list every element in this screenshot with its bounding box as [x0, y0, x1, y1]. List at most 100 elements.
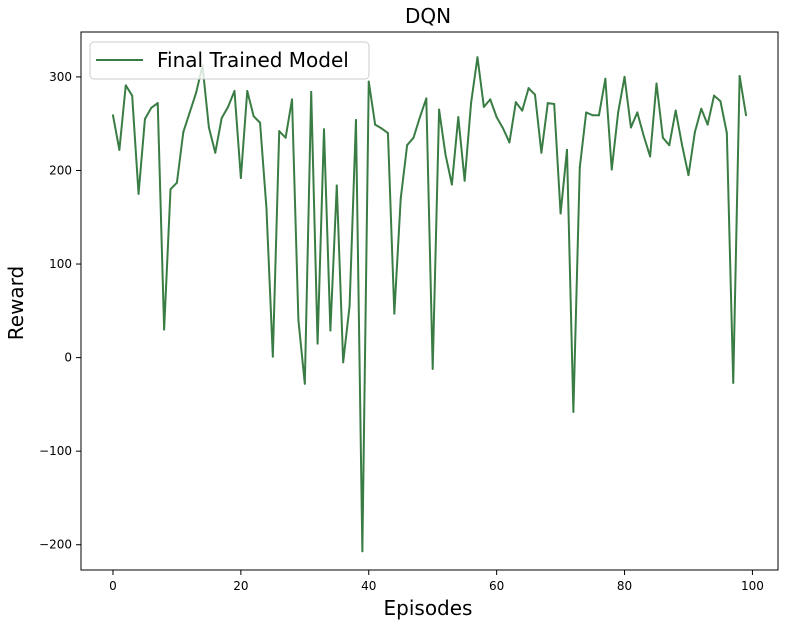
chart-title: DQN: [405, 4, 451, 28]
data-point: [674, 109, 677, 112]
data-point: [457, 116, 460, 119]
data-point: [559, 212, 562, 215]
data-point: [495, 116, 498, 119]
data-point: [636, 111, 639, 114]
data-point: [399, 197, 402, 200]
series-line-0: [111, 56, 748, 553]
data-point: [143, 118, 146, 121]
data-point: [297, 319, 300, 322]
data-point: [111, 114, 114, 117]
data-point: [118, 148, 121, 151]
data-point: [188, 111, 191, 114]
data-point: [745, 114, 748, 117]
data-point: [732, 381, 735, 384]
data-point: [578, 166, 581, 169]
x-tick-label: 0: [109, 579, 117, 593]
y-tick-label: −100: [39, 444, 72, 458]
x-tick-label: 60: [489, 579, 504, 593]
data-point: [431, 367, 434, 370]
x-tick-label: 40: [361, 579, 376, 593]
data-point: [655, 82, 658, 85]
data-point: [706, 123, 709, 126]
data-point: [252, 115, 255, 118]
data-point: [131, 94, 134, 97]
data-point: [438, 108, 441, 111]
data-point: [246, 89, 249, 92]
data-point: [348, 305, 351, 308]
data-point: [361, 550, 364, 553]
data-point: [476, 56, 479, 59]
data-point: [713, 94, 716, 97]
data-point: [316, 342, 319, 345]
data-point: [700, 107, 703, 110]
data-point: [329, 329, 332, 332]
data-point: [322, 128, 325, 131]
data-point: [591, 114, 594, 117]
data-point: [450, 183, 453, 186]
data-point: [470, 102, 473, 105]
data-point: [565, 148, 568, 151]
data-point: [265, 206, 268, 209]
data-point: [719, 100, 722, 103]
data-point: [604, 77, 607, 80]
data-point: [367, 80, 370, 83]
x-tick-label: 100: [741, 579, 764, 593]
data-point: [617, 111, 620, 114]
data-point: [195, 91, 198, 94]
data-point: [553, 103, 556, 106]
data-point: [418, 116, 421, 119]
y-tick-label: 100: [49, 257, 72, 271]
data-point: [163, 328, 166, 331]
data-point: [527, 87, 530, 90]
data-point: [502, 127, 505, 130]
data-point: [489, 98, 492, 101]
y-tick-label: −200: [39, 538, 72, 552]
data-point: [303, 382, 306, 385]
data-point: [278, 130, 281, 133]
data-point: [514, 101, 517, 104]
data-point: [508, 141, 511, 144]
axes: 0 20 40 60 80 100 −200 −100 0 100 200 300: [39, 31, 779, 593]
data-point: [668, 144, 671, 147]
data-point: [393, 312, 396, 315]
data-point: [259, 121, 262, 124]
axes-frame: [80, 31, 779, 571]
data-point: [534, 93, 537, 96]
data-point: [124, 84, 127, 87]
data-point: [585, 111, 588, 114]
data-point: [725, 132, 728, 135]
data-point: [169, 188, 172, 191]
data-point: [406, 144, 409, 147]
data-point: [227, 105, 230, 108]
data-point: [220, 117, 223, 120]
data-point: [374, 123, 377, 126]
y-tick-label: 0: [64, 351, 72, 365]
data-point: [629, 126, 632, 129]
data-point: [623, 75, 626, 78]
data-point: [386, 132, 389, 135]
data-point: [681, 144, 684, 147]
data-point: [463, 179, 466, 182]
data-point: [354, 118, 357, 121]
data-point: [649, 155, 652, 158]
data-point: [610, 168, 613, 171]
legend-label: Final Trained Model: [157, 48, 349, 72]
data-point: [521, 109, 524, 112]
data-point: [380, 127, 383, 130]
data-point: [214, 151, 217, 154]
plot-area: [111, 56, 748, 553]
x-tick-label: 20: [233, 579, 248, 593]
data-point: [271, 355, 274, 358]
data-point: [540, 151, 543, 154]
data-point: [444, 153, 447, 156]
data-point: [233, 89, 236, 92]
data-point: [182, 131, 185, 134]
data-point: [284, 136, 287, 139]
data-point: [661, 136, 664, 139]
data-point: [572, 410, 575, 413]
x-tick-label: 80: [617, 579, 632, 593]
data-point: [546, 102, 549, 105]
data-point: [175, 181, 178, 184]
